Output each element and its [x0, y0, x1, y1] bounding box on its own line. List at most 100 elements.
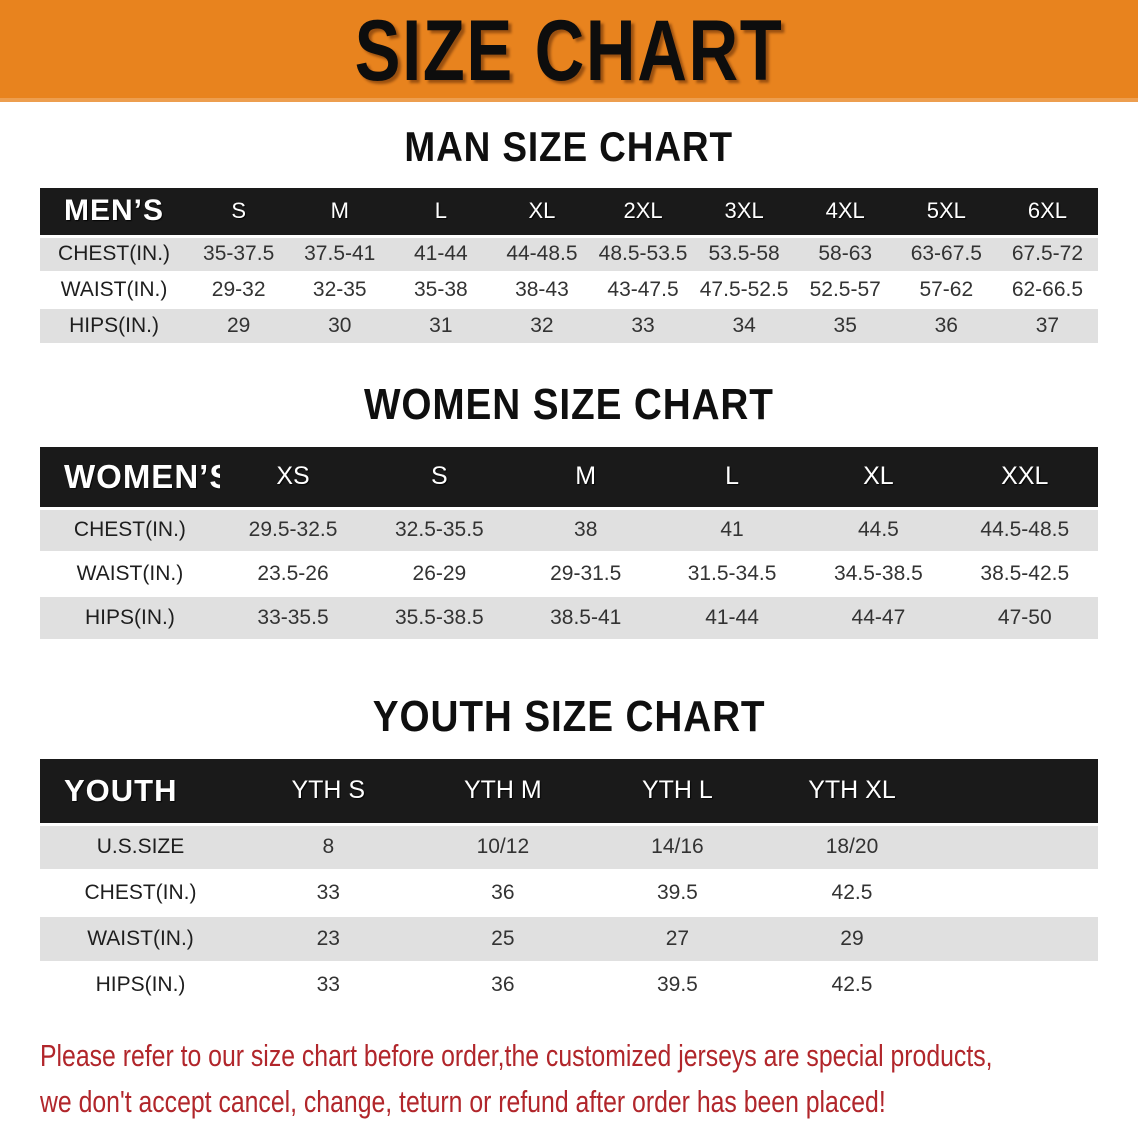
value-cell: 41-44 — [658, 596, 806, 641]
value-cell: 23.5-26 — [219, 552, 367, 597]
size-header-cell: L — [658, 447, 806, 510]
value-cell: 29-32 — [188, 272, 290, 309]
value-cell: 39.5 — [590, 870, 765, 917]
order-notice: Please refer to our size chart before or… — [40, 1033, 1138, 1125]
section-youth: YOUTH SIZE CHART YOUTH YTH S YTH M YTH L YTH … — [0, 691, 1138, 1009]
value-cell: 48.5-53.5 — [592, 236, 694, 273]
value-cell: 38-43 — [491, 272, 593, 309]
value-cell: 35-38 — [390, 272, 492, 309]
size-header-cell: L — [390, 188, 492, 238]
value-cell: 35.5-38.5 — [366, 596, 513, 641]
section-title-text-women: WOMEN SIZE CHART — [364, 380, 774, 429]
value-cell: 30 — [289, 308, 391, 345]
value-cell: 53.5-58 — [693, 236, 795, 273]
value-cell: 32.5-35.5 — [366, 508, 513, 553]
value-cell: 41-44 — [390, 236, 492, 273]
value-cell: 37 — [996, 308, 1098, 345]
table-row: HIPS(IN.) 33-35.5 35.5-38.5 38.5-41 41-44 44-… — [40, 596, 1098, 641]
value-cell: 34 — [693, 308, 795, 345]
sections-container: MAN SIZE CHART MEN’S S M L XL 2XL 3XL 4XL 5XL 6XL C… — [0, 122, 1138, 1009]
category-header-cell: MEN’S — [40, 188, 189, 238]
value-cell: 18/20 — [764, 824, 940, 871]
value-cell: 63-67.5 — [895, 236, 997, 273]
table-row: HIPS(IN.) 29 30 31 32 33 34 35 36 37 — [40, 308, 1098, 345]
row-label-cell: CHEST(IN.) — [40, 236, 189, 273]
value-cell: 44-48.5 — [491, 236, 593, 273]
section-title-text-man: MAN SIZE CHART — [404, 123, 734, 170]
size-header-cell: S — [188, 188, 290, 238]
table-row: WAIST(IN.) 29-32 32-35 35-38 38-43 43-47.5 47.… — [40, 272, 1098, 309]
size-header-cell: XS — [219, 447, 367, 510]
table-head-man: MEN’S S M L XL 2XL 3XL 4XL 5XL 6XL — [40, 188, 1098, 238]
value-cell: 27 — [590, 916, 765, 963]
value-cell: 44.5 — [805, 508, 952, 553]
size-header-cell: 6XL — [996, 188, 1098, 238]
table-row: HIPS(IN.) 33 36 39.5 42.5 — [40, 962, 1098, 1009]
value-cell: 8 — [241, 824, 416, 871]
size-header-cell: YTH L — [590, 759, 765, 826]
value-cell: 67.5-72 — [996, 236, 1098, 273]
row-label-cell: CHEST(IN.) — [40, 870, 242, 917]
value-cell: 32-35 — [289, 272, 391, 309]
value-cell: 23 — [241, 916, 416, 963]
section-title-man: MAN SIZE CHART — [0, 122, 1138, 172]
size-header-cell: YTH XL — [764, 759, 940, 826]
filler-cell — [939, 962, 1098, 1009]
value-cell: 31.5-34.5 — [658, 552, 806, 597]
category-header-cell: WOMEN’S — [40, 447, 220, 510]
section-man: MAN SIZE CHART MEN’S S M L XL 2XL 3XL 4XL 5XL 6XL C… — [0, 122, 1138, 345]
value-cell: 14/16 — [590, 824, 765, 871]
value-cell: 42.5 — [764, 962, 940, 1009]
size-header-row: MEN’S S M L XL 2XL 3XL 4XL 5XL 6XL — [40, 188, 1098, 238]
size-header-cell: S — [366, 447, 513, 510]
value-cell: 33 — [241, 962, 416, 1009]
value-cell: 38.5-41 — [512, 596, 659, 641]
value-cell: 33 — [592, 308, 694, 345]
row-label-cell: WAIST(IN.) — [40, 552, 220, 597]
table-body-man: CHEST(IN.) 35-37.5 37.5-41 41-44 44-48.5 48.5… — [40, 236, 1098, 345]
value-cell: 43-47.5 — [592, 272, 694, 309]
value-cell: 36 — [415, 870, 591, 917]
size-header-cell: M — [512, 447, 659, 510]
size-header-cell: 5XL — [895, 188, 997, 238]
value-cell: 34.5-38.5 — [805, 552, 952, 597]
row-label-cell: U.S.SIZE — [40, 824, 242, 871]
row-label-cell: HIPS(IN.) — [40, 308, 189, 345]
value-cell: 52.5-57 — [794, 272, 896, 309]
value-cell: 36 — [415, 962, 591, 1009]
row-label-cell: HIPS(IN.) — [40, 962, 242, 1009]
value-cell: 44.5-48.5 — [951, 508, 1098, 553]
size-header-cell: XXL — [951, 447, 1098, 510]
value-cell: 37.5-41 — [289, 236, 391, 273]
value-cell: 26-29 — [366, 552, 513, 597]
value-cell: 47.5-52.5 — [693, 272, 795, 309]
section-women: WOMEN SIZE CHART WOMEN’S XS S M L XL XXL CHEST(I… — [0, 379, 1138, 641]
value-cell: 35-37.5 — [188, 236, 290, 273]
size-header-cell: 4XL — [794, 188, 896, 238]
section-title-women: WOMEN SIZE CHART — [0, 379, 1138, 431]
header-filler-cell — [939, 759, 1098, 826]
notice-line-1: Please refer to our size chart before or… — [40, 1038, 993, 1073]
value-cell: 32 — [491, 308, 593, 345]
size-header-row: YOUTH YTH S YTH M YTH L YTH XL — [40, 759, 1098, 826]
section-title-youth: YOUTH SIZE CHART — [0, 691, 1138, 743]
row-label-cell: HIPS(IN.) — [40, 596, 220, 641]
section-title-text-youth: YOUTH SIZE CHART — [372, 692, 766, 741]
value-cell: 62-66.5 — [996, 272, 1098, 309]
table-row: U.S.SIZE 8 10/12 14/16 18/20 — [40, 824, 1098, 871]
value-cell: 33-35.5 — [219, 596, 367, 641]
table-head-youth: YOUTH YTH S YTH M YTH L YTH XL — [40, 759, 1098, 826]
size-header-cell: M — [289, 188, 391, 238]
category-header-cell: YOUTH — [40, 759, 242, 826]
value-cell: 29 — [764, 916, 940, 963]
women-size-table: WOMEN’S XS S M L XL XXL CHEST(IN.) 29.5-32.5 32.5… — [40, 447, 1098, 641]
value-cell: 35 — [794, 308, 896, 345]
table-row: WAIST(IN.) 23 25 27 29 — [40, 916, 1098, 963]
size-chart-banner: SIZE CHART — [0, 0, 1138, 102]
banner-title: SIZE CHART — [354, 2, 784, 99]
value-cell: 57-62 — [895, 272, 997, 309]
table-body-women: CHEST(IN.) 29.5-32.5 32.5-35.5 38 41 44.5 44.5… — [40, 508, 1098, 641]
value-cell: 58-63 — [794, 236, 896, 273]
value-cell: 38 — [512, 508, 659, 553]
filler-cell — [939, 824, 1098, 871]
